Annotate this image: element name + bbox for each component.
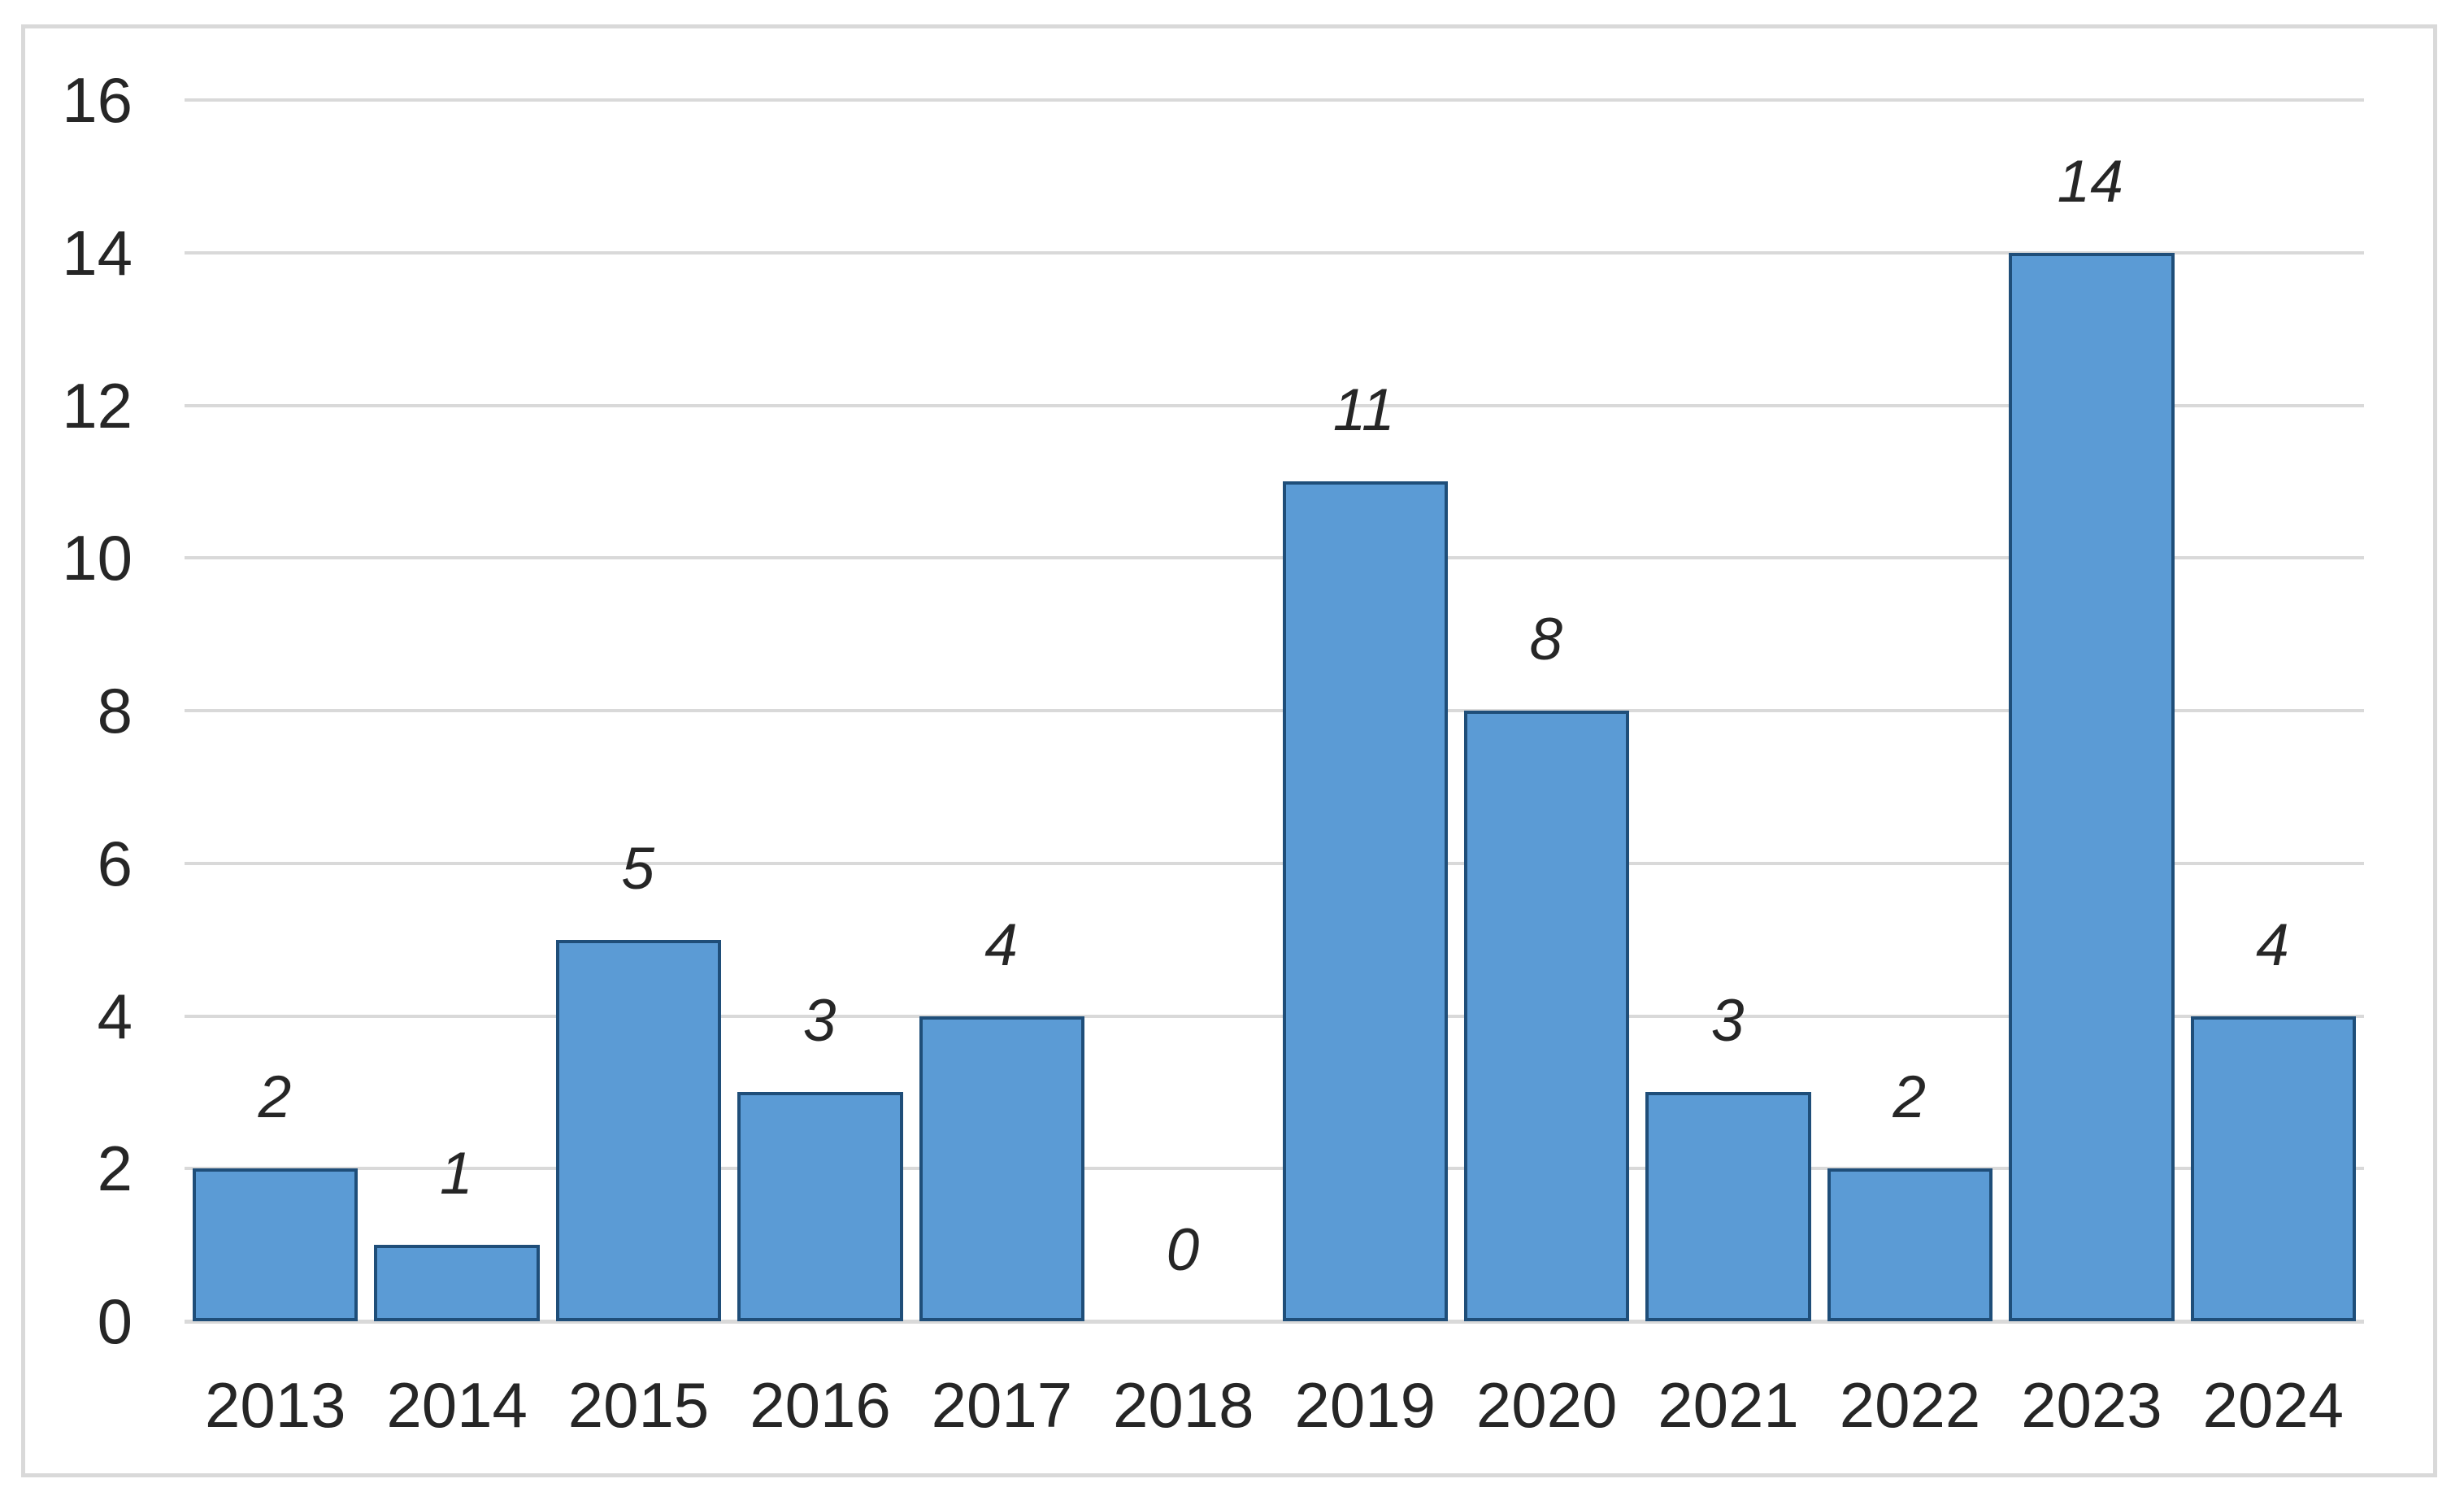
bar-2013 [193, 1168, 359, 1321]
data-label-2013: 2 [258, 1064, 292, 1131]
y-tick-label-14: 14 [62, 216, 133, 289]
x-tick-label-2015: 2015 [567, 1369, 710, 1441]
data-label-2023: 14 [2057, 148, 2123, 215]
bar-2016 [737, 1092, 903, 1321]
gridline-2 [185, 1167, 2364, 1171]
bar-2015 [555, 939, 722, 1321]
bar-2019 [1282, 481, 1448, 1321]
y-tick-label-6: 6 [97, 827, 133, 899]
y-tick-label-12: 12 [62, 369, 133, 441]
y-tick-label-8: 8 [97, 675, 133, 746]
gridline-6 [185, 861, 2364, 865]
data-label-2024: 4 [2256, 911, 2289, 978]
bar-2021 [1645, 1092, 1811, 1321]
plot-area [185, 98, 2364, 1324]
gridline-16 [185, 98, 2364, 102]
x-tick-label-2021: 2021 [1658, 1369, 1799, 1441]
x-tick-label-2019: 2019 [1294, 1369, 1436, 1441]
x-tick-label-2020: 2020 [1475, 1369, 1618, 1441]
data-label-2016: 3 [802, 988, 837, 1055]
data-label-2020: 8 [1529, 607, 1563, 672]
bar-2014 [374, 1245, 540, 1321]
x-tick-label-2022: 2022 [1839, 1369, 1981, 1441]
x-tick-label-2023: 2023 [2021, 1369, 2162, 1441]
y-tick-label-16: 16 [62, 64, 133, 136]
x-tick-label-2014: 2014 [386, 1369, 528, 1441]
x-tick-label-2024: 2024 [2202, 1369, 2344, 1441]
x-tick-label-2016: 2016 [750, 1369, 891, 1441]
bar-2020 [1463, 711, 1630, 1321]
gridline-8 [185, 709, 2364, 712]
x-tick-label-2013: 2013 [204, 1369, 346, 1441]
bar-2023 [2009, 252, 2175, 1321]
bar-2022 [1827, 1168, 1993, 1321]
gridline-4 [185, 1014, 2364, 1018]
data-label-2021: 3 [1710, 988, 1745, 1055]
data-label-2019: 11 [1332, 377, 1395, 444]
gridline-12 [185, 403, 2364, 407]
data-label-2017: 4 [984, 911, 1018, 978]
data-label-2018: 0 [1166, 1217, 1200, 1283]
x-tick-label-2017: 2017 [931, 1369, 1073, 1441]
bar-2017 [919, 1016, 1085, 1321]
y-tick-label-4: 4 [97, 980, 133, 1052]
data-label-2014: 1 [440, 1141, 473, 1207]
gridline-10 [185, 556, 2364, 560]
bar-2024 [2190, 1016, 2356, 1321]
gridline-14 [185, 250, 2364, 254]
y-tick-label-10: 10 [62, 522, 133, 594]
data-label-2022: 2 [1893, 1064, 1926, 1131]
x-tick-label-2018: 2018 [1113, 1369, 1254, 1441]
data-label-2015: 5 [621, 835, 655, 902]
y-tick-label-0: 0 [97, 1285, 133, 1357]
y-tick-label-2: 2 [97, 1133, 133, 1205]
x-axis-line [185, 1320, 2364, 1324]
